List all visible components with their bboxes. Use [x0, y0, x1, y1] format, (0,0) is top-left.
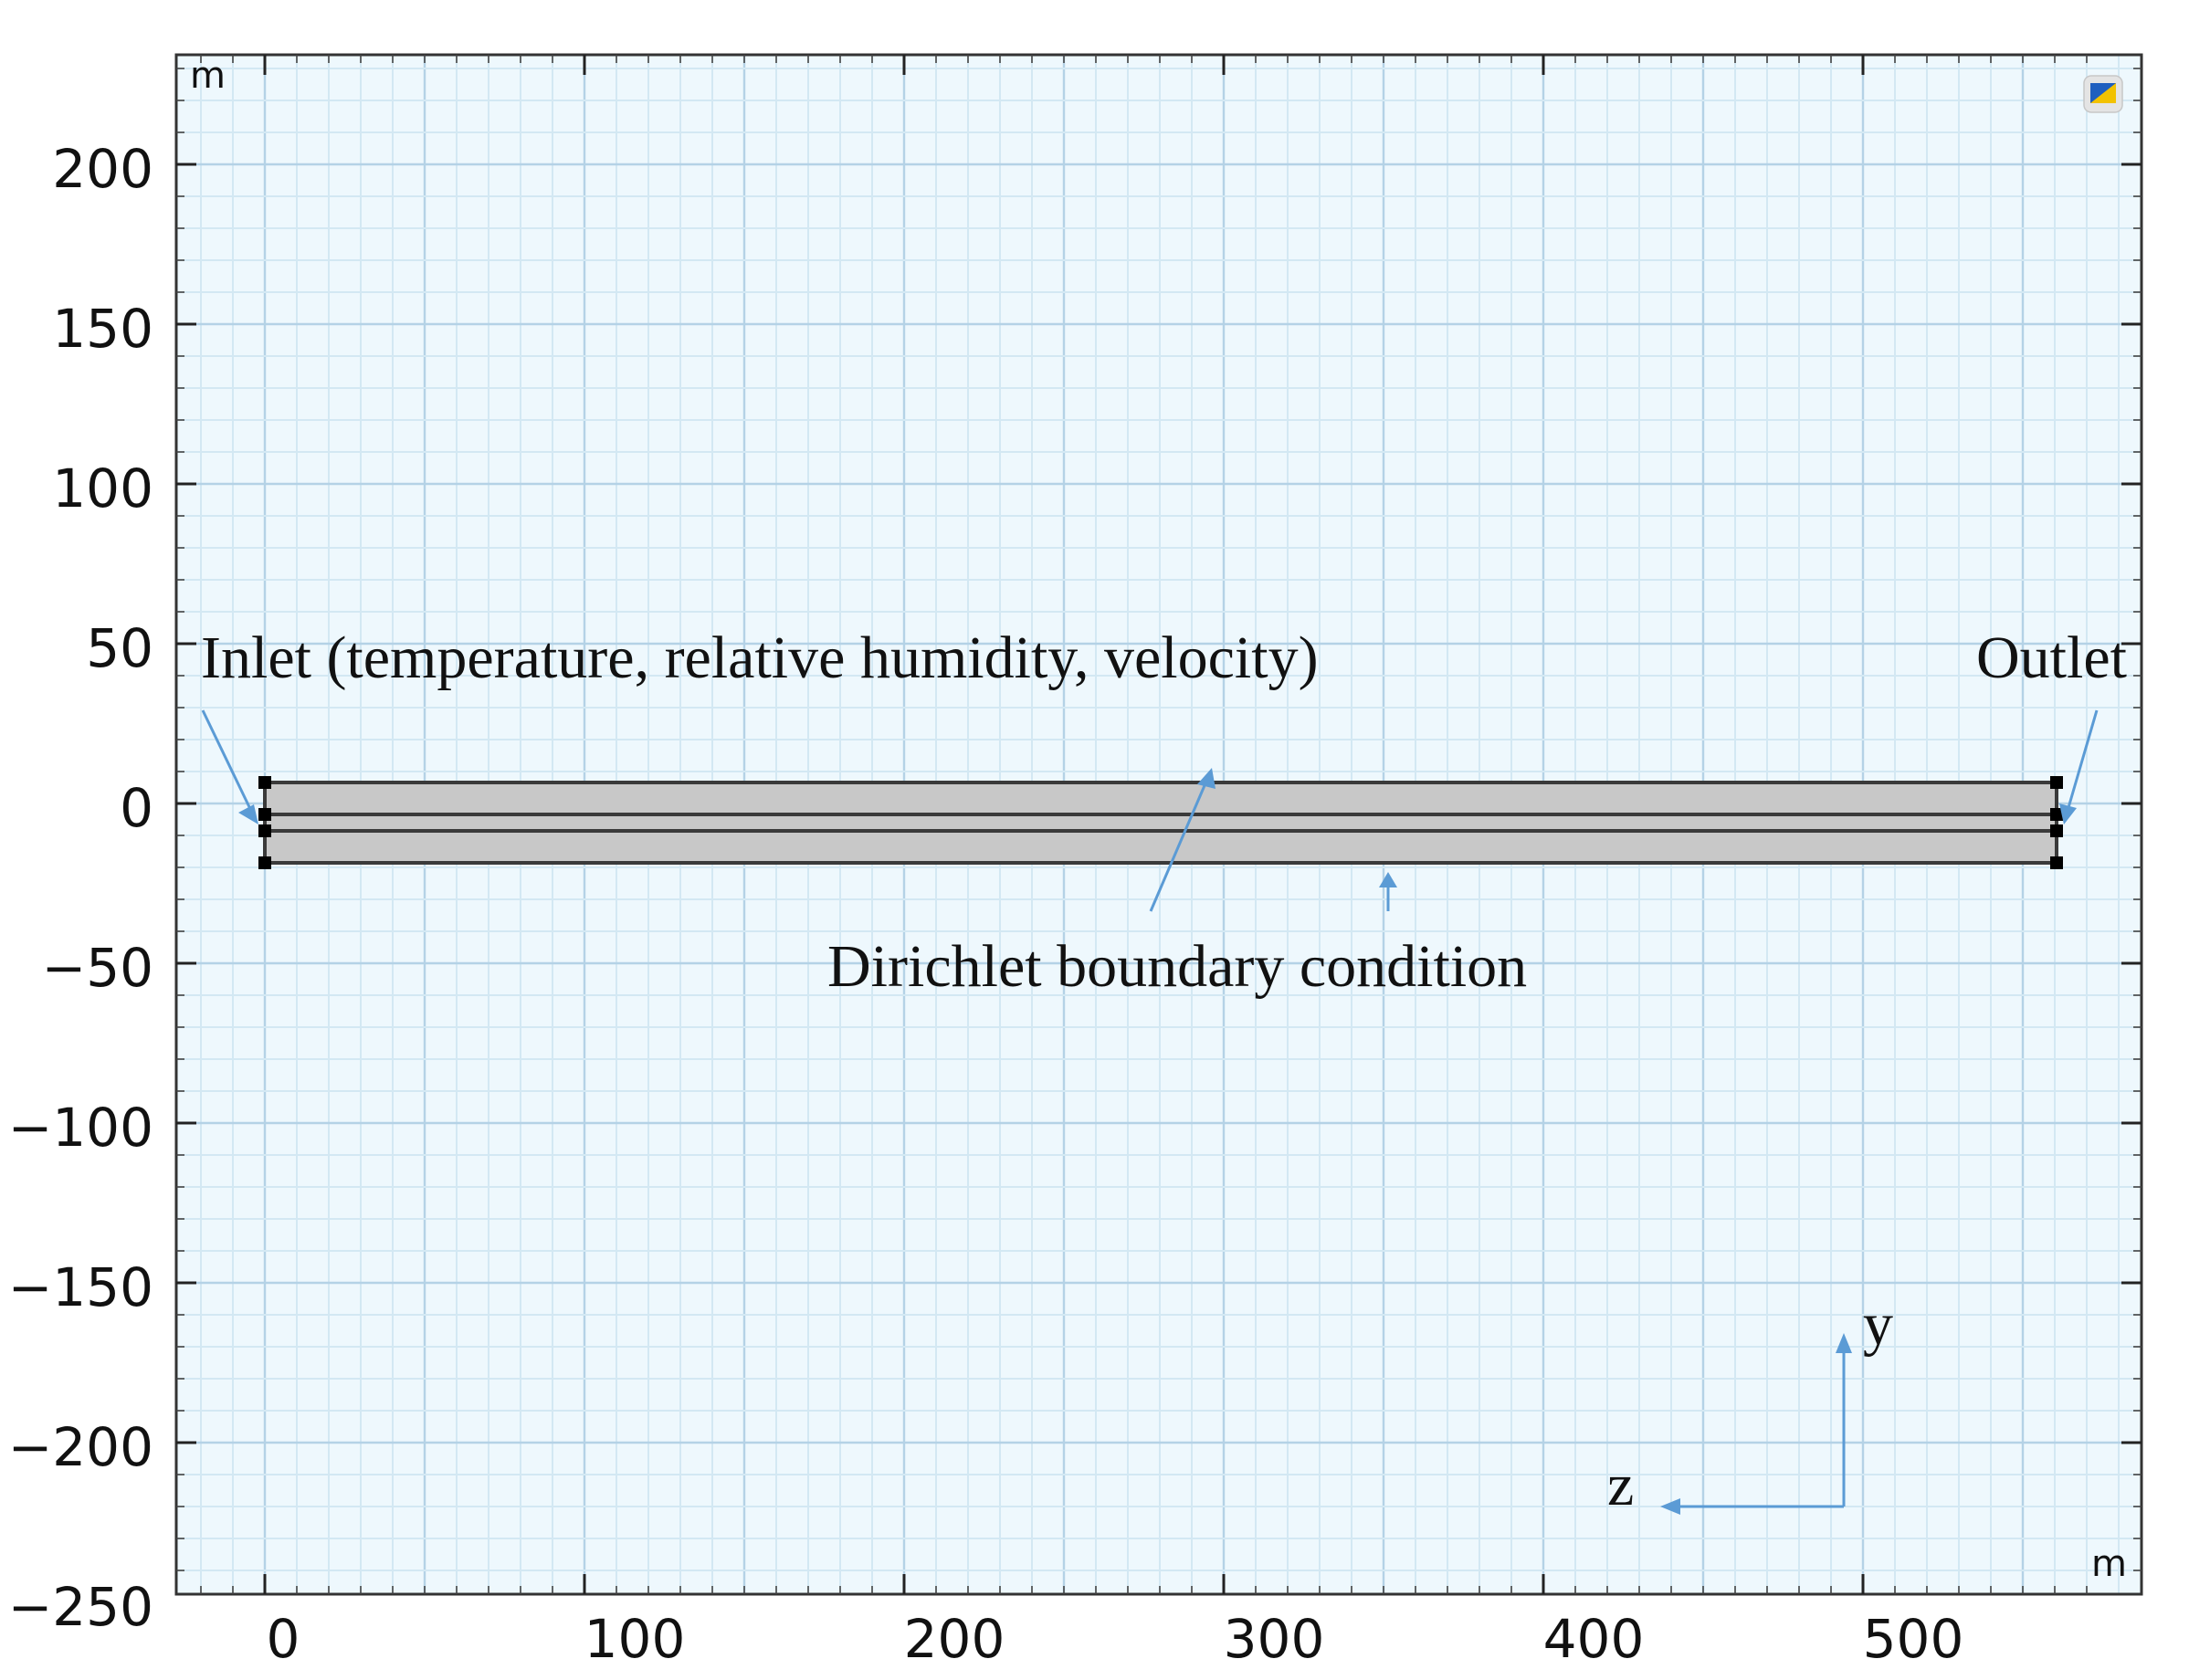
outlet-arrow: [2059, 709, 2099, 824]
axes-triad: y z: [1607, 1291, 1893, 1518]
vertex-marker: [258, 824, 271, 837]
plot-frame: [174, 53, 2143, 1596]
x-tick-label: 500: [1863, 1608, 1964, 1670]
outlet-annotation: Outlet: [1976, 625, 2127, 691]
y-axis-labels: 200 150 100 50 0 −50 −100 −150 −200 −250: [8, 138, 153, 1638]
vertex-marker: [2050, 856, 2063, 869]
triad-y-arrowhead: [1836, 1333, 1852, 1353]
x-tick-label: 100: [584, 1608, 686, 1670]
pipe-domain[interactable]: [258, 776, 2063, 869]
vertex-marker: [2050, 776, 2063, 789]
y-tick-label: −200: [8, 1416, 153, 1478]
dirichlet-arrow-top: [1149, 768, 1216, 912]
triad-y-label: y: [1863, 1291, 1893, 1358]
x-tick-label: 300: [1224, 1608, 1325, 1670]
x-tick-label: 200: [904, 1608, 1005, 1670]
vertex-marker: [258, 808, 271, 821]
y-unit-label: m: [190, 55, 226, 97]
y-tick-label: −100: [8, 1097, 153, 1159]
vertex-marker: [258, 856, 271, 869]
x-tick-label: 0: [267, 1608, 300, 1670]
axis-ticks: [176, 55, 2142, 1594]
domain-rectangle: [263, 781, 2058, 865]
y-tick-label: 50: [86, 617, 153, 679]
vertex-marker: [2050, 824, 2063, 837]
color-legend-icon[interactable]: [2083, 75, 2123, 113]
vertex-marker: [258, 776, 271, 789]
y-tick-label: 100: [52, 457, 153, 520]
y-tick-label: −50: [42, 937, 153, 999]
y-tick-label: −150: [8, 1256, 153, 1318]
y-tick-label: 0: [120, 777, 153, 839]
dirichlet-arrow-bottom: [1379, 872, 1397, 911]
triad-z-arrowhead: [1660, 1498, 1680, 1515]
inlet-annotation: Inlet (temperature, relative humidity, v…: [201, 625, 1319, 691]
x-unit-label: m: [2091, 1543, 2127, 1585]
vertex-marker: [2050, 808, 2063, 821]
triad-z-label: z: [1607, 1452, 1634, 1518]
x-tick-label: 400: [1543, 1608, 1645, 1670]
y-tick-label: −250: [8, 1576, 153, 1638]
x-axis-labels: 0 100 200 300 400 500: [267, 1608, 1964, 1670]
inlet-arrow: [201, 709, 258, 824]
y-tick-label: 200: [52, 138, 153, 200]
dirichlet-annotation: Dirichlet boundary condition: [827, 933, 1527, 1000]
y-tick-label: 150: [52, 298, 153, 360]
